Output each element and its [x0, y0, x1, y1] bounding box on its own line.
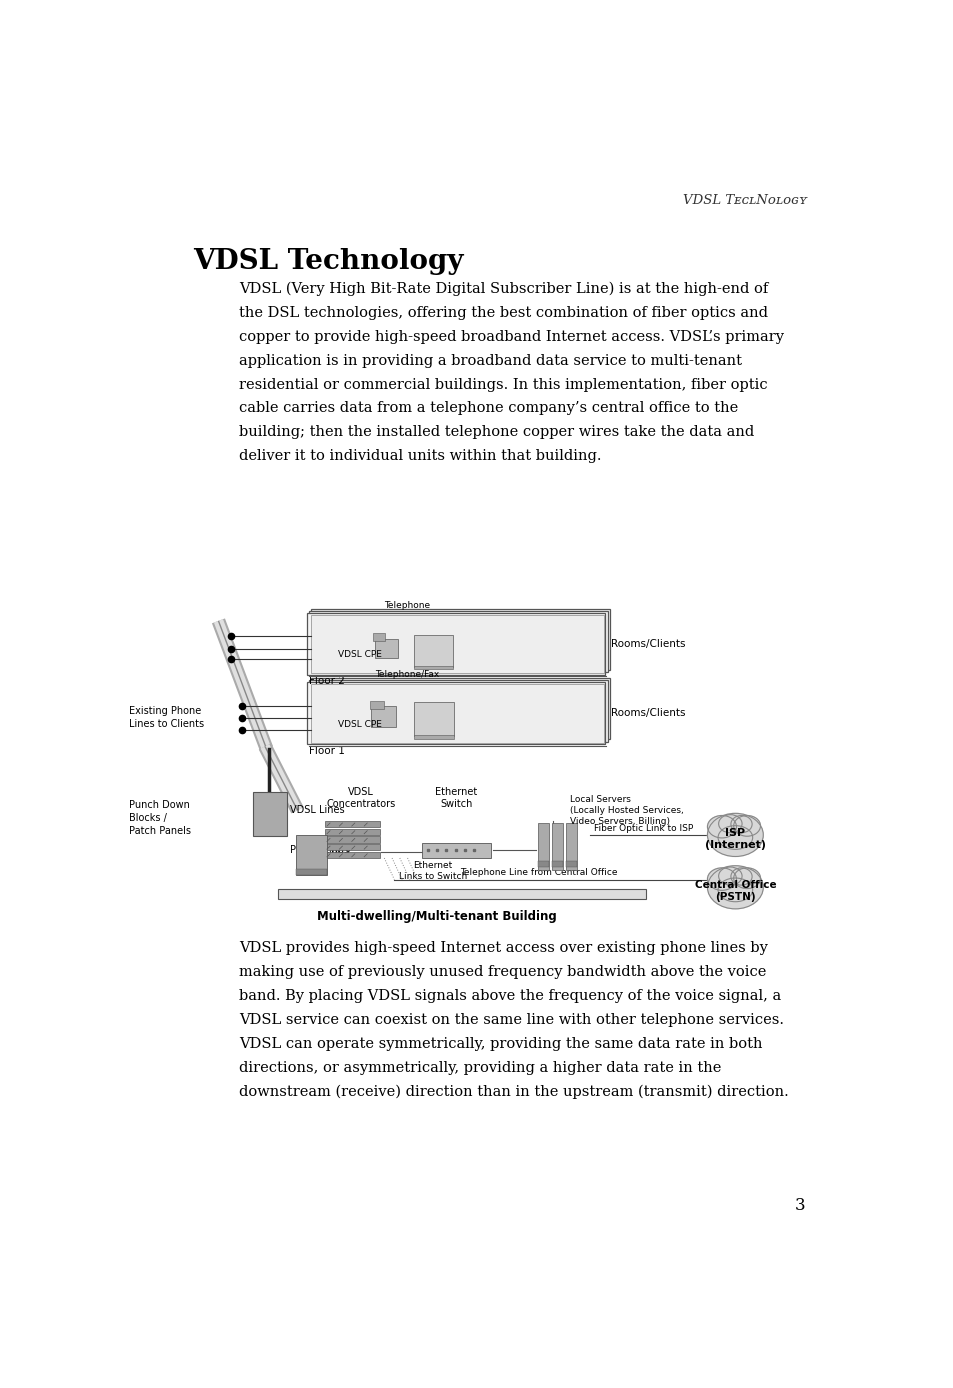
FancyBboxPatch shape: [414, 734, 454, 740]
Text: Central Office
(PSTN): Central Office (PSTN): [694, 880, 776, 902]
FancyBboxPatch shape: [253, 791, 286, 837]
Text: cable carries data from a telephone company’s central office to the: cable carries data from a telephone comp…: [239, 401, 738, 415]
FancyBboxPatch shape: [307, 613, 604, 675]
FancyBboxPatch shape: [551, 861, 562, 868]
Ellipse shape: [730, 816, 751, 833]
Text: Rooms/Clients: Rooms/Clients: [611, 638, 685, 650]
FancyBboxPatch shape: [295, 836, 327, 874]
FancyBboxPatch shape: [311, 684, 604, 743]
Text: VDSL Lines: VDSL Lines: [290, 805, 344, 815]
Text: Telephone: Telephone: [384, 601, 430, 611]
FancyBboxPatch shape: [309, 611, 607, 672]
Text: ISP
(Internet): ISP (Internet): [704, 829, 765, 849]
Ellipse shape: [718, 868, 741, 886]
FancyBboxPatch shape: [375, 638, 397, 658]
Text: VDSL can operate symmetrically, providing the same data rate in both: VDSL can operate symmetrically, providin…: [239, 1037, 762, 1051]
FancyBboxPatch shape: [373, 633, 385, 641]
Text: Fiber Optic Link to ISP: Fiber Optic Link to ISP: [593, 823, 692, 833]
Text: VDSL Technology: VDSL Technology: [193, 248, 463, 275]
Text: Ethernet
Links to Switch: Ethernet Links to Switch: [398, 861, 467, 881]
Ellipse shape: [707, 816, 736, 838]
Text: VDSL (Very High Bit-Rate Digital Subscriber Line) is at the high-end of: VDSL (Very High Bit-Rate Digital Subscri…: [239, 282, 768, 297]
Text: deliver it to individual units within that building.: deliver it to individual units within th…: [239, 450, 601, 464]
FancyBboxPatch shape: [324, 822, 380, 827]
FancyBboxPatch shape: [537, 823, 549, 869]
Ellipse shape: [707, 813, 762, 856]
Text: VDSL
Concentrators: VDSL Concentrators: [326, 787, 395, 809]
Text: Phone Lines: Phone Lines: [290, 845, 349, 855]
Text: copper to provide high-speed broadband Internet access. VDSL’s primary: copper to provide high-speed broadband I…: [239, 330, 783, 344]
Text: Existing Phone
Lines to Clients: Existing Phone Lines to Clients: [129, 706, 203, 730]
Text: Multi-dwelling/Multi-tenant Building: Multi-dwelling/Multi-tenant Building: [316, 911, 557, 923]
Text: VDSL provides high-speed Internet access over existing phone lines by: VDSL provides high-speed Internet access…: [239, 941, 767, 955]
Text: building; then the installed telephone copper wires take the data and: building; then the installed telephone c…: [239, 425, 754, 439]
Text: Rooms/Clients: Rooms/Clients: [611, 708, 685, 718]
Ellipse shape: [707, 868, 736, 890]
FancyBboxPatch shape: [414, 665, 452, 669]
FancyBboxPatch shape: [537, 861, 549, 868]
FancyBboxPatch shape: [369, 701, 383, 709]
FancyBboxPatch shape: [414, 634, 452, 668]
Text: making use of previously unused frequency bandwidth above the voice: making use of previously unused frequenc…: [239, 965, 766, 979]
FancyBboxPatch shape: [565, 823, 577, 869]
FancyBboxPatch shape: [565, 861, 577, 868]
Text: band. By placing VDSL signals above the frequency of the voice signal, a: band. By placing VDSL signals above the …: [239, 988, 781, 1004]
Text: directions, or asymmetrically, providing a higher data rate in the: directions, or asymmetrically, providing…: [239, 1060, 721, 1074]
Ellipse shape: [733, 868, 760, 888]
FancyBboxPatch shape: [307, 683, 604, 744]
Text: Telephone/Fax: Telephone/Fax: [375, 670, 439, 679]
FancyBboxPatch shape: [311, 615, 604, 673]
Text: 3: 3: [794, 1196, 804, 1213]
Text: VDSL TᴇᴄʟNᴏʟᴏɢʏ: VDSL TᴇᴄʟNᴏʟᴏɢʏ: [682, 194, 806, 207]
Ellipse shape: [718, 815, 741, 833]
FancyBboxPatch shape: [421, 843, 491, 858]
Text: Ethernet
Switch: Ethernet Switch: [435, 787, 477, 809]
Ellipse shape: [733, 816, 760, 836]
Ellipse shape: [718, 879, 752, 902]
Text: residential or commercial buildings. In this implementation, fiber optic: residential or commercial buildings. In …: [239, 378, 767, 391]
Text: the DSL technologies, offering the best combination of fiber optics and: the DSL technologies, offering the best …: [239, 305, 767, 319]
FancyBboxPatch shape: [324, 852, 380, 858]
Text: application is in providing a broadband data service to multi-tenant: application is in providing a broadband …: [239, 354, 741, 368]
FancyBboxPatch shape: [278, 888, 645, 899]
Text: Floor 2: Floor 2: [309, 676, 345, 686]
FancyBboxPatch shape: [324, 844, 380, 851]
Text: VDSL CPE: VDSL CPE: [337, 719, 381, 729]
FancyBboxPatch shape: [295, 869, 327, 874]
Text: VDSL CPE: VDSL CPE: [337, 651, 381, 659]
Text: VDSL service can coexist on the same line with other telephone services.: VDSL service can coexist on the same lin…: [239, 1013, 783, 1027]
Text: downstream (receive) direction than in the upstream (transmit) direction.: downstream (receive) direction than in t…: [239, 1084, 788, 1099]
FancyBboxPatch shape: [324, 837, 380, 843]
Ellipse shape: [718, 826, 752, 849]
Ellipse shape: [730, 868, 751, 886]
Text: Local Servers
(Locally Hosted Services,
Video Servers, Billing): Local Servers (Locally Hosted Services, …: [570, 795, 683, 826]
Text: Punch Down
Blocks /
Patch Panels: Punch Down Blocks / Patch Panels: [129, 799, 191, 836]
FancyBboxPatch shape: [324, 829, 380, 836]
FancyBboxPatch shape: [309, 680, 607, 741]
Ellipse shape: [707, 866, 762, 909]
Text: Telephone Line from Central Office: Telephone Line from Central Office: [459, 869, 618, 877]
Text: Floor 1: Floor 1: [309, 745, 345, 755]
FancyBboxPatch shape: [311, 677, 609, 740]
FancyBboxPatch shape: [371, 706, 395, 727]
FancyBboxPatch shape: [311, 608, 609, 670]
Text: PBX: PBX: [331, 849, 351, 859]
FancyBboxPatch shape: [414, 702, 454, 737]
FancyBboxPatch shape: [551, 823, 562, 869]
